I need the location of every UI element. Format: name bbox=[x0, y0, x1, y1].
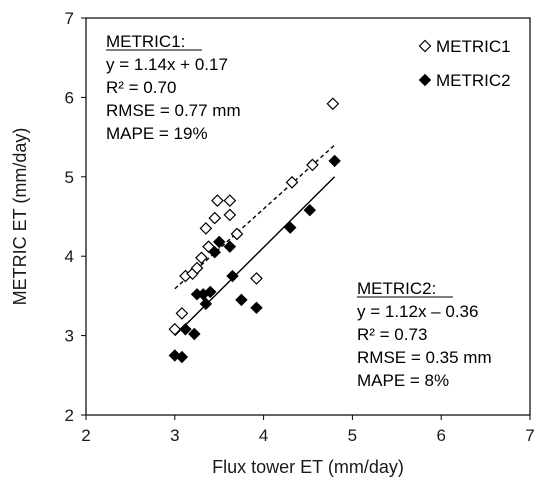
x-tick-label: 7 bbox=[525, 426, 534, 445]
metric2-annotation-title: METRIC2: bbox=[357, 279, 436, 298]
point-metric1 bbox=[285, 176, 299, 189]
point-metric2 bbox=[284, 221, 297, 234]
y-tick-label: 4 bbox=[65, 247, 74, 266]
metric1-rmse: RMSE = 0.77 mm bbox=[106, 101, 241, 120]
point-metric1 bbox=[250, 272, 263, 285]
point-metric1 bbox=[326, 97, 340, 111]
point-metric1 bbox=[230, 227, 244, 241]
y-tick-label: 6 bbox=[65, 88, 74, 107]
x-tick-label: 5 bbox=[348, 426, 357, 445]
legend: METRIC1 METRIC2 bbox=[418, 37, 511, 90]
x-tick-label: 6 bbox=[436, 426, 445, 445]
point-metric1 bbox=[175, 307, 189, 320]
x-tick-label: 2 bbox=[81, 426, 90, 445]
legend-label-metric2: METRIC2 bbox=[436, 71, 511, 90]
point-metric2 bbox=[199, 297, 213, 311]
plot-area: 2 3 4 5 6 7 2 3 4 5 6 7 bbox=[65, 9, 535, 445]
point-metric2 bbox=[223, 240, 237, 253]
legend-marker-open-diamond bbox=[418, 39, 432, 53]
series-metric1 bbox=[168, 97, 340, 336]
point-metric1 bbox=[168, 322, 182, 336]
point-metric1 bbox=[223, 208, 237, 222]
data-points bbox=[168, 97, 341, 364]
legend-label-metric1: METRIC1 bbox=[436, 37, 511, 56]
trendline-metric1 bbox=[174, 144, 336, 290]
series-metric2 bbox=[168, 154, 341, 364]
point-metric1 bbox=[306, 158, 319, 172]
point-metric2 bbox=[188, 327, 201, 341]
legend-item-metric2: METRIC2 bbox=[418, 71, 511, 90]
metric1-equation: y = 1.14x + 0.17 bbox=[106, 55, 228, 74]
x-axis-ticks: 2 3 4 5 6 7 bbox=[81, 415, 535, 445]
metric2-rmse: RMSE = 0.35 mm bbox=[357, 348, 492, 367]
point-metric1 bbox=[208, 211, 222, 225]
point-metric2 bbox=[208, 246, 221, 259]
point-metric2 bbox=[175, 350, 189, 364]
x-axis-title: Flux tower ET (mm/day) bbox=[212, 457, 404, 477]
legend-marker-filled-diamond bbox=[418, 73, 432, 87]
trendline-metric2 bbox=[174, 176, 336, 337]
metric2-mape: MAPE = 8% bbox=[357, 371, 449, 390]
metric2-r2: R² = 0.73 bbox=[357, 325, 427, 344]
point-metric1 bbox=[195, 251, 208, 265]
point-metric1 bbox=[202, 240, 215, 254]
x-tick-label: 3 bbox=[170, 426, 179, 445]
point-metric2 bbox=[303, 203, 316, 217]
y-tick-label: 2 bbox=[65, 406, 74, 425]
metric2-equation: y = 1.12x – 0.36 bbox=[357, 302, 478, 321]
trendlines bbox=[174, 144, 336, 337]
y-tick-label: 7 bbox=[65, 9, 74, 28]
metric1-stats-annotation: METRIC1: y = 1.14x + 0.17 R² = 0.70 RMSE… bbox=[106, 32, 241, 143]
point-metric1 bbox=[211, 194, 224, 207]
y-tick-label: 3 bbox=[65, 327, 74, 346]
point-metric2 bbox=[235, 293, 248, 307]
point-metric1 bbox=[190, 261, 204, 275]
metric1-mape: MAPE = 19% bbox=[106, 124, 208, 143]
point-metric2 bbox=[250, 301, 263, 315]
metric1-annotation-title: METRIC1: bbox=[106, 32, 185, 51]
point-metric1 bbox=[199, 222, 213, 235]
y-axis-title: METRIC ET (mm/day) bbox=[10, 128, 30, 306]
point-metric2 bbox=[226, 269, 239, 283]
y-axis-ticks: 2 3 4 5 6 7 bbox=[65, 9, 86, 425]
point-metric1 bbox=[223, 194, 237, 207]
point-metric2 bbox=[204, 285, 217, 299]
x-tick-label: 4 bbox=[259, 426, 268, 445]
point-metric2 bbox=[179, 323, 192, 336]
point-metric2 bbox=[328, 154, 341, 168]
plot-frame bbox=[85, 17, 531, 416]
legend-item-metric1: METRIC1 bbox=[418, 37, 511, 56]
metric1-r2: R² = 0.70 bbox=[106, 78, 176, 97]
y-tick-label: 5 bbox=[65, 168, 74, 187]
point-metric2 bbox=[212, 235, 226, 249]
metric2-stats-annotation: METRIC2: y = 1.12x – 0.36 R² = 0.73 RMSE… bbox=[357, 279, 492, 390]
